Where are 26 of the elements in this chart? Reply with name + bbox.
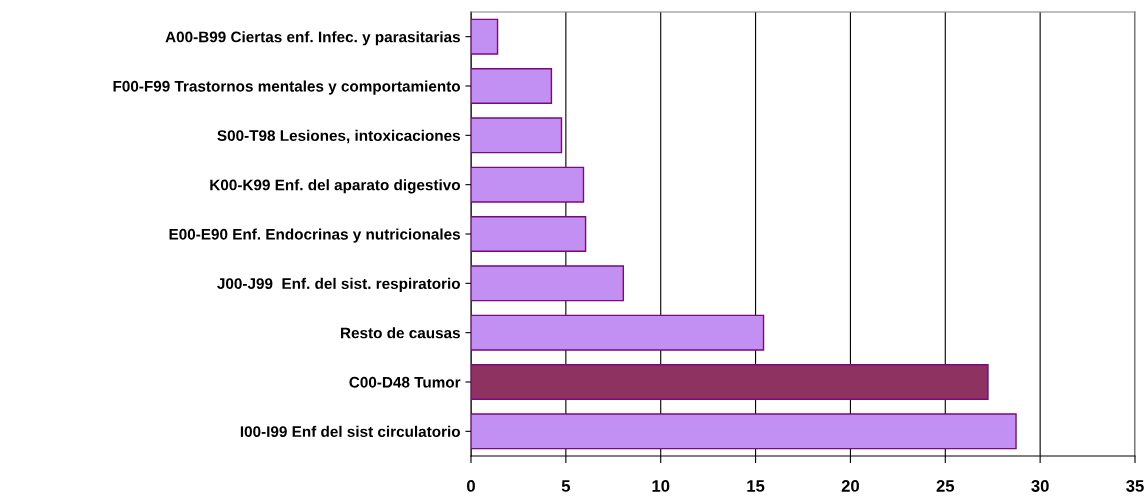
x-tick-label: 25 bbox=[936, 480, 955, 492]
x-tick-label: 15 bbox=[747, 480, 765, 492]
x-tick-label: 20 bbox=[841, 480, 860, 492]
bar bbox=[471, 216, 587, 252]
bar bbox=[471, 314, 765, 351]
y-tick-label: J00-J99 Enf. del sist. respiratorio bbox=[217, 277, 460, 293]
y-tick-label: S00-T98 Lesiones, intoxicaciones bbox=[217, 129, 460, 144]
y-tick-label: K00-K99 Enf. del aparato digestivo bbox=[210, 179, 460, 194]
y-tick-label: I00-I99 Enf del sist circulatorio bbox=[240, 425, 460, 438]
bar bbox=[471, 265, 625, 302]
x-tick-label: 10 bbox=[652, 480, 670, 492]
y-tick-label: A00-B99 Ciertas enf. Infec. y parasitarias bbox=[165, 31, 460, 46]
bar bbox=[471, 166, 585, 203]
x-tick-label: 5 bbox=[561, 480, 571, 492]
bar bbox=[471, 117, 563, 154]
bar bbox=[471, 18, 499, 55]
bar bbox=[471, 413, 1017, 450]
y-tick-label: E00-E90 Enf. Endocrinas y nutricionales bbox=[169, 228, 460, 243]
y-tick-label: C00-D48 Tumor bbox=[349, 376, 461, 388]
x-tick-label: 35 bbox=[1126, 480, 1144, 492]
y-tick-label: Resto de causas bbox=[341, 327, 460, 339]
x-tick-label: 30 bbox=[1031, 480, 1049, 492]
y-tick-label: F00-F99 Trastornos mentales y comportamiento bbox=[113, 80, 461, 95]
bar bbox=[471, 68, 553, 104]
x-tick-label: 0 bbox=[467, 480, 475, 492]
bar bbox=[471, 364, 989, 400]
